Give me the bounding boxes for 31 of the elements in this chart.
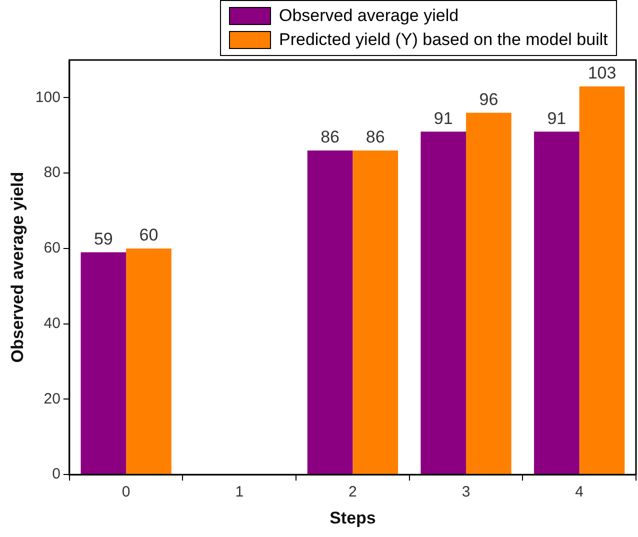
x-tick-label: 0 xyxy=(122,484,130,501)
x-tick-label: 2 xyxy=(348,484,357,501)
bar xyxy=(466,112,512,474)
x-tick-label: 4 xyxy=(575,484,584,501)
y-tick-label: 60 xyxy=(44,240,60,257)
data-label: 86 xyxy=(320,128,340,147)
bar xyxy=(420,132,466,474)
y-tick-label: 40 xyxy=(44,314,60,332)
x-tick-label: 3 xyxy=(462,484,470,501)
y-axis-title: Observed average yield xyxy=(8,172,27,363)
data-label: 103 xyxy=(588,64,616,83)
data-label: 86 xyxy=(366,128,385,147)
x-axis-title: Steps xyxy=(330,508,376,528)
data-label: 91 xyxy=(547,108,566,128)
y-tick-label: 100 xyxy=(35,88,60,106)
bar xyxy=(80,252,126,474)
x-tick-label: 1 xyxy=(235,484,244,501)
data-label: 59 xyxy=(94,229,113,248)
bar xyxy=(352,150,398,474)
bar xyxy=(126,248,172,474)
y-tick-label: 80 xyxy=(44,164,60,182)
data-label: 60 xyxy=(139,226,158,245)
legend-label: Observed average yield xyxy=(279,5,459,27)
data-label: 91 xyxy=(434,108,453,128)
bar xyxy=(579,86,625,474)
y-tick-label: 20 xyxy=(44,390,60,408)
bar xyxy=(534,132,580,474)
data-label: 96 xyxy=(479,90,498,109)
y-tick-label: 0 xyxy=(52,466,60,483)
bar xyxy=(307,150,353,474)
legend-label: Predicted yield (Y) based on the model built xyxy=(279,29,608,51)
